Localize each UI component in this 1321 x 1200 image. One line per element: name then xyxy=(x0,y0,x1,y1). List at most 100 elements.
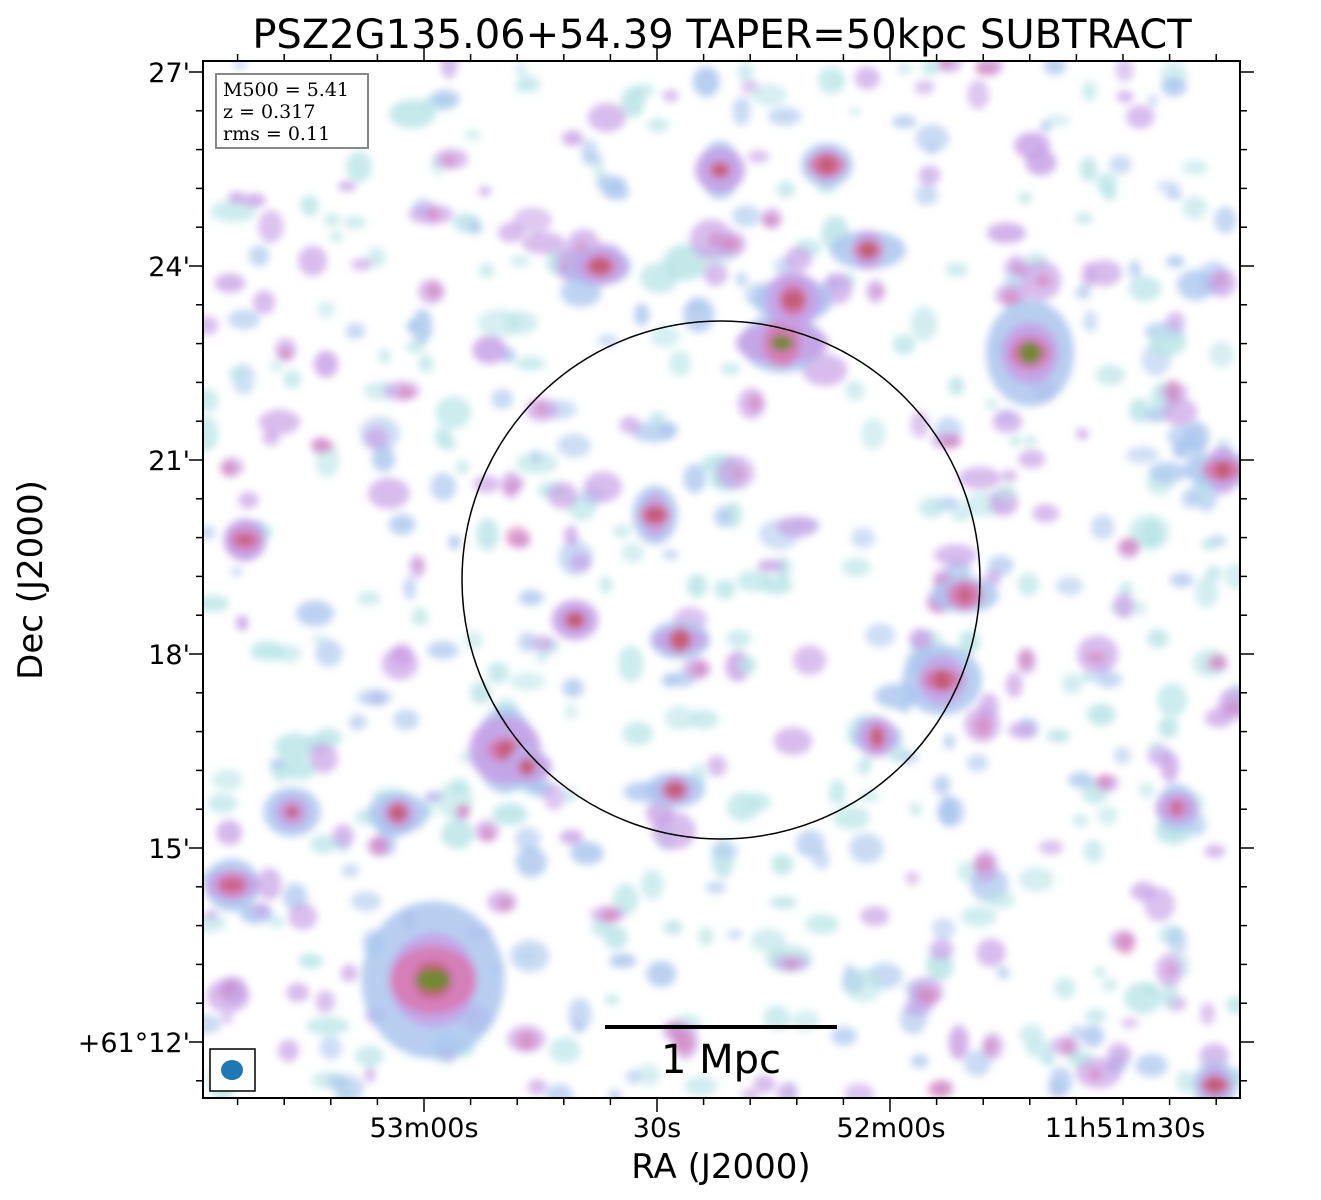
emission-blob xyxy=(910,306,938,342)
emission-blob xyxy=(518,631,537,653)
emission-blob xyxy=(1086,703,1116,726)
emission-blob xyxy=(417,354,434,373)
emission-blob xyxy=(329,230,344,244)
emission-blob xyxy=(313,350,339,378)
emission-blob xyxy=(515,356,546,371)
emission-blob xyxy=(1107,1042,1132,1066)
emission-blob xyxy=(583,471,623,503)
emission-blob xyxy=(684,1075,718,1097)
source-core xyxy=(220,880,244,890)
emission-blob xyxy=(776,516,818,538)
emission-blob xyxy=(252,903,271,917)
source-core xyxy=(817,155,837,175)
emission-blob xyxy=(430,472,457,501)
emission-blob xyxy=(1102,978,1118,992)
emission-blob xyxy=(587,103,627,132)
emission-blob xyxy=(298,953,324,969)
emission-blob xyxy=(568,997,592,1032)
emission-blob xyxy=(692,66,720,97)
emission-blob xyxy=(602,183,630,201)
emission-blob xyxy=(640,869,664,900)
source-core xyxy=(668,629,692,651)
emission-blob xyxy=(703,262,728,287)
emission-blob xyxy=(597,334,618,347)
emission-blob xyxy=(1085,652,1107,663)
emission-blob xyxy=(203,416,219,452)
emission-blob xyxy=(350,891,382,912)
emission-blob xyxy=(274,733,315,761)
emission-blob xyxy=(561,130,584,147)
emission-blob xyxy=(1161,398,1198,426)
emission-blob xyxy=(1095,172,1118,193)
emission-blob xyxy=(348,714,367,731)
emission-blob xyxy=(1075,285,1091,300)
emission-blob xyxy=(941,435,960,449)
emission-blob xyxy=(472,335,507,365)
emission-blob xyxy=(467,220,483,235)
emission-blob xyxy=(1035,274,1051,287)
emission-blob xyxy=(1183,421,1210,453)
emission-blob xyxy=(714,579,736,599)
emission-blob xyxy=(1125,446,1159,464)
y-tick-label: 27' xyxy=(148,58,190,89)
emission-blob xyxy=(1071,814,1089,828)
emission-blob xyxy=(1007,721,1037,739)
emission-blob xyxy=(284,758,316,780)
emission-blob xyxy=(1097,805,1118,826)
emission-blob xyxy=(973,856,995,872)
x-axis-label: RA (J2000) xyxy=(631,1147,810,1187)
emission-blob xyxy=(1148,94,1158,108)
emission-blob xyxy=(987,891,1016,909)
emission-blob xyxy=(306,1016,350,1036)
emission-blob xyxy=(1115,61,1134,83)
emission-blob xyxy=(530,450,542,464)
emission-blob xyxy=(1156,181,1181,193)
emission-blob xyxy=(933,774,951,795)
emission-blob xyxy=(741,1088,760,1098)
emission-blob xyxy=(325,1074,349,1088)
emission-blob xyxy=(646,960,677,988)
emission-blob xyxy=(277,1039,300,1062)
emission-blob xyxy=(403,576,416,600)
emission-blob xyxy=(315,990,335,1014)
emission-blob xyxy=(434,426,452,448)
emission-blob xyxy=(1082,310,1098,333)
emission-blob xyxy=(1095,671,1123,688)
emission-blob xyxy=(1141,520,1162,550)
emission-blob xyxy=(1224,563,1240,590)
emission-blob xyxy=(714,505,732,528)
emission-blob xyxy=(535,401,546,415)
emission-blob xyxy=(1054,977,1076,1000)
emission-blob xyxy=(909,802,922,817)
emission-blob xyxy=(1061,1039,1074,1054)
source-core xyxy=(236,535,254,545)
emission-blob xyxy=(918,165,941,186)
emission-blob xyxy=(411,308,433,344)
emission-blob xyxy=(463,631,484,650)
emission-blob xyxy=(248,245,270,267)
emission-blob xyxy=(918,497,946,518)
emission-blob xyxy=(1089,1067,1102,1081)
beam-box xyxy=(209,1048,256,1092)
emission-blob xyxy=(1090,514,1115,540)
emission-blob xyxy=(1018,866,1055,892)
emission-blob xyxy=(1199,1043,1229,1068)
emission-blob xyxy=(705,881,727,894)
source-core xyxy=(518,758,536,776)
emission-blob xyxy=(1144,887,1175,922)
emission-blob xyxy=(1158,716,1179,739)
emission-blob xyxy=(1032,503,1059,523)
emission-blob xyxy=(256,867,282,901)
emission-blob xyxy=(636,1064,661,1086)
emission-blob xyxy=(726,629,751,648)
emission-blob xyxy=(1005,672,1023,698)
emission-blob xyxy=(683,463,707,494)
emission-blob xyxy=(310,834,337,854)
emission-blob xyxy=(731,205,761,228)
emission-blob xyxy=(564,703,578,720)
emission-blob xyxy=(996,483,1017,501)
plot-area xyxy=(189,47,1254,1112)
emission-blob xyxy=(1075,212,1093,225)
emission-blob xyxy=(1226,996,1240,1014)
emission-blob xyxy=(456,459,469,475)
